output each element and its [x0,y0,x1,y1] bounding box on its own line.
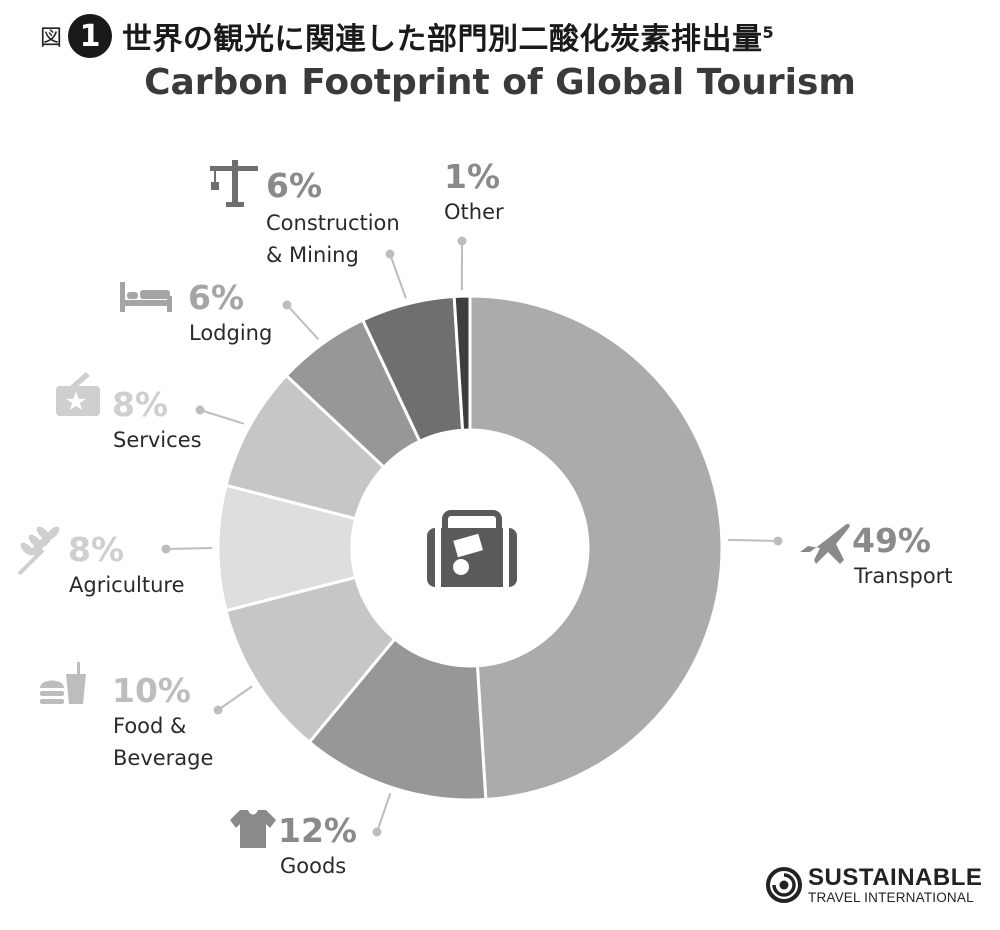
category-label-lodging: Lodging [189,321,272,345]
leader-line-agriculture [165,547,213,550]
leader-dot-services [195,405,205,415]
leader-line-transport [727,538,779,542]
category-label-goods: Goods [280,854,346,878]
leader-dot-lodging [282,300,292,310]
crane-icon [210,160,258,207]
category-icons [17,160,850,848]
slice-labels: 49% Transport 12% Goods 10% Food & Beverage 8% A… [68,157,953,878]
leader-dot-other [457,236,467,246]
brand-logo: SUSTAINABLE TRAVEL INTERNATIONAL [766,866,982,905]
percent-label-goods: 12% [278,811,357,850]
figure-number-badge: 1 [68,14,113,58]
percent-label-services: 8% [112,385,168,424]
services-icon [56,372,100,416]
leader-line-lodging [286,304,320,340]
donut-slices [216,294,724,802]
slice-other [452,294,472,432]
bed-icon [120,282,172,312]
leader-dot-goods [372,827,382,837]
leader-line-construction-mining [389,253,407,299]
leader-lines [161,236,783,837]
category-label-services: Services [113,428,202,452]
category-label-other: Other [444,200,504,224]
leader-dot-construction-mining [385,249,395,259]
slice-goods [307,636,488,802]
figure-header: 図 1 世界の観光に関連した部門別二酸化炭素排出量5 [40,14,774,58]
percent-label-agriculture: 8% [68,530,124,569]
footnote-mark: 5 [762,23,775,42]
airplane-icon [800,523,850,564]
category-label-agriculture: Agriculture [69,573,185,597]
percent-label-lodging: 6% [188,278,244,317]
wheat-icon [17,526,60,576]
percent-label-construction-mining: 6% [266,166,322,205]
tshirt-icon [230,810,276,848]
leader-line-goods [376,793,392,833]
suitcase-icon [427,510,517,587]
category-label-food-beverage: Food & Beverage [113,714,213,770]
figure-label: 図 [40,26,63,51]
leader-line-services [199,409,245,425]
brand-name-line1: SUSTAINABLE [808,864,983,891]
brand-name-line2: TRAVEL INTERNATIONAL [808,890,974,905]
leader-line-food-beverage [217,685,253,711]
swirl-logo-icon [766,867,802,904]
chart-title: Carbon Footprint of Global Tourism [144,62,856,103]
japanese-title-text: 世界の観光に関連した部門別二酸化炭素排出量 [122,22,763,57]
leader-dot-transport [773,536,783,546]
percent-label-transport: 49% [852,521,931,560]
leader-dot-agriculture [161,544,171,554]
fastfood-icon [40,662,86,704]
percent-label-food-beverage: 10% [112,671,191,710]
percent-label-other: 1% [444,157,500,196]
leader-dot-food-beverage [213,705,223,715]
japanese-title: 世界の観光に関連した部門別二酸化炭素排出量5 [122,14,774,58]
category-label-transport: Transport [853,564,953,588]
category-label-construction-mining: Construction & Mining [266,211,400,267]
slice-transport [468,294,724,802]
